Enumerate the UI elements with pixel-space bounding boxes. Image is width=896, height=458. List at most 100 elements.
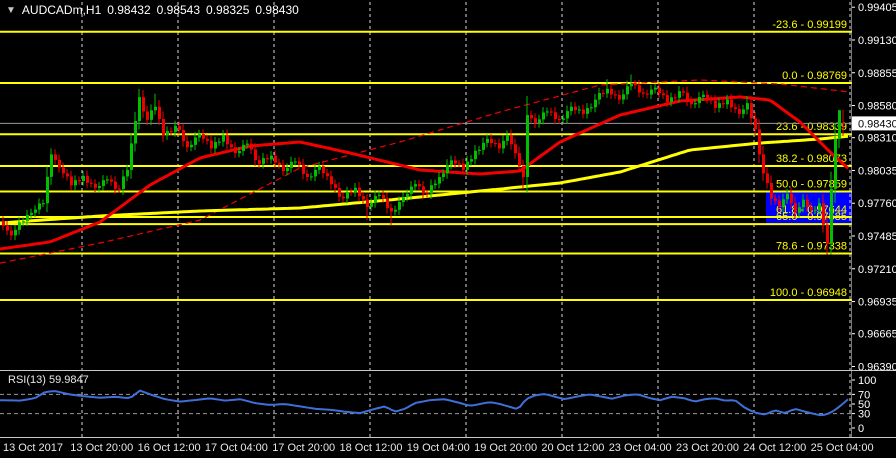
candle-body	[106, 179, 109, 181]
candle-body	[242, 144, 245, 152]
rsi-line	[0, 389, 849, 417]
candle-body	[702, 94, 705, 97]
candle-body	[774, 198, 777, 201]
candle-body	[558, 119, 561, 121]
candle-body	[122, 176, 125, 189]
symbol-dropdown-icon[interactable]: ▼	[6, 4, 16, 16]
fib-level-label: -23.6 - 0.99199	[772, 19, 847, 31]
time-axis-label: 24 Oct 12:00	[743, 442, 807, 454]
candle-body	[114, 181, 117, 189]
candle-body	[830, 188, 833, 244]
rsi-tick-label[interactable]: 30	[858, 409, 870, 421]
candle-body	[742, 109, 745, 114]
price-tick-label[interactable]: 0.97760	[858, 198, 896, 210]
rsi-tick-label[interactable]: 70	[858, 389, 870, 401]
price-tick-label[interactable]: 0.98310	[858, 133, 896, 145]
candle-body	[294, 161, 297, 163]
price-tick-label[interactable]: 0.98035	[858, 165, 896, 177]
candle-body	[38, 203, 41, 210]
candle-body	[678, 91, 681, 98]
candle-body	[86, 175, 89, 183]
candle-body	[730, 99, 733, 108]
candle-body	[34, 209, 37, 213]
candle-body	[362, 196, 365, 200]
price-tick-label[interactable]: 0.97485	[858, 231, 896, 243]
candle-body	[574, 106, 577, 111]
candle-body	[546, 111, 549, 113]
candle-body	[610, 88, 613, 95]
time-axis-label: 13 Oct 2017	[3, 442, 63, 454]
candle-body	[690, 100, 693, 105]
ma-fast-dashed-line	[0, 79, 849, 264]
candle-body	[594, 99, 597, 108]
candle-body	[606, 88, 609, 94]
candle-body	[602, 93, 605, 95]
candle-body	[530, 115, 533, 119]
candle-body	[306, 173, 309, 178]
candle-body	[134, 121, 137, 144]
fib-level-label: 100.0 - 0.96948	[770, 287, 847, 299]
candle-body	[554, 112, 557, 120]
price-tick-label[interactable]: 0.96935	[858, 297, 896, 309]
candle-body	[46, 176, 49, 204]
candle-body	[818, 203, 821, 210]
candle-body	[834, 138, 837, 189]
price-tick-label[interactable]: 0.98855	[858, 68, 896, 80]
candle-body	[142, 97, 145, 112]
candle-body	[98, 185, 101, 188]
candle-body	[226, 135, 229, 145]
candle-body	[354, 187, 357, 193]
candle-body	[54, 154, 57, 160]
price-tick-label[interactable]: 0.99130	[858, 35, 896, 47]
candle-body	[386, 198, 389, 209]
candle-body	[198, 134, 201, 138]
candle-body	[778, 200, 781, 207]
candle-body	[178, 125, 181, 130]
candle-body	[394, 209, 397, 212]
rsi-tick-label[interactable]: 100	[858, 375, 876, 387]
candle-body	[482, 142, 485, 150]
candle-body	[110, 179, 113, 182]
candle-body	[534, 118, 537, 124]
candle-body	[410, 186, 413, 194]
rsi-tick-label[interactable]: 0	[858, 423, 864, 435]
candle-body	[66, 173, 69, 177]
current-price-box	[852, 116, 896, 131]
price-tick-label[interactable]: 0.98580	[858, 101, 896, 113]
time-axis-label: 17 Oct 20:00	[272, 442, 336, 454]
time-axis[interactable]: 13 Oct 2017 13 Oct 20:00 16 Oct 12:00 17 Oc…	[0, 440, 874, 458]
candle-body	[202, 134, 205, 139]
candle-body	[222, 135, 225, 142]
candle-body	[30, 212, 33, 215]
rsi-indicator-label: RSI(13) 59.9847	[8, 374, 89, 386]
candle-body	[498, 143, 501, 149]
price-tick-label[interactable]: 0.96665	[858, 329, 896, 341]
candle-body	[322, 166, 325, 174]
candle-body	[146, 111, 149, 120]
time-axis-label: 16 Oct 12:00	[137, 442, 201, 454]
candle-body	[18, 222, 21, 230]
candle-body	[722, 103, 725, 105]
ohlc-open-value: 0.98432	[107, 3, 151, 17]
ohlc-high-value: 0.98543	[156, 3, 201, 17]
candle-body	[790, 193, 793, 204]
fib-level-label: 23.6 - 0.98339	[776, 121, 847, 133]
candle-body	[330, 176, 333, 185]
candle-body	[262, 158, 265, 164]
candle-body	[646, 93, 649, 95]
candle-body	[802, 199, 805, 208]
candle-body	[402, 197, 405, 203]
price-tick-label[interactable]: 0.97210	[858, 264, 896, 276]
price-tick-label[interactable]: 0.99405	[858, 2, 896, 14]
price-tick-label[interactable]: 0.96390	[858, 361, 896, 373]
candle-body	[302, 164, 305, 174]
candle-body	[314, 169, 317, 177]
candle-body	[290, 161, 293, 168]
rsi-tick-label[interactable]: 50	[858, 399, 870, 411]
candle-body	[374, 195, 377, 203]
candle-body	[746, 103, 749, 110]
candle-body	[334, 184, 337, 188]
